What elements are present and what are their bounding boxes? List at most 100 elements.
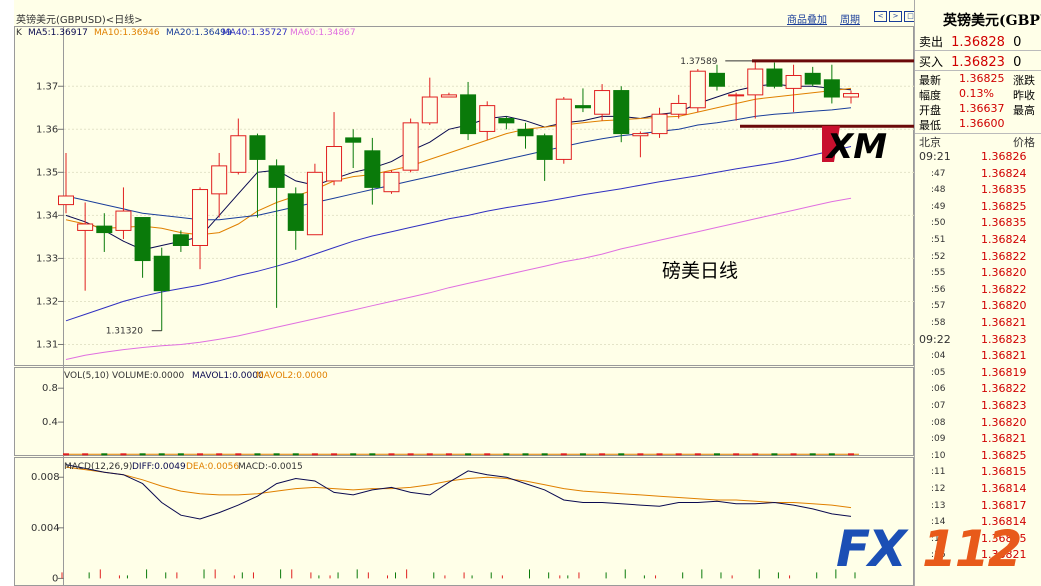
tick-row: :15 1.36815 — [915, 532, 1041, 549]
candle-body — [172, 234, 189, 246]
volume-label: MAVOL1:0.0000 — [192, 371, 264, 381]
candle-body — [689, 70, 706, 109]
stat-value: 1.36600 — [959, 117, 1005, 130]
volume-bar — [120, 453, 127, 456]
tick-price: 1.36814 — [981, 482, 1027, 495]
tick-price: 1.36820 — [981, 415, 1027, 429]
next-icon[interactable]: > — [889, 11, 902, 22]
volume-bar — [254, 453, 261, 456]
candle-body — [594, 90, 611, 115]
stat-label: 最低 — [919, 119, 941, 132]
macd-label: MACD:-0.0015 — [238, 462, 303, 472]
ma-label: MA5:1.36917 — [28, 28, 88, 38]
candle-body — [517, 128, 534, 137]
tick-price: 1.36821 — [981, 432, 1027, 446]
tick-price: 1.36820 — [981, 299, 1027, 313]
sell-price: 1.36828 — [951, 35, 1005, 50]
chart-caption: 磅美日线 — [662, 260, 738, 282]
prev-icon[interactable]: < — [874, 11, 887, 22]
volume-bar — [656, 453, 663, 456]
tick-row: :13 1.36817 — [915, 499, 1041, 516]
tick-row: :51 1.36824 — [915, 233, 1041, 250]
xm-logo-text: XM — [825, 127, 887, 167]
vol-tick-label: 0.4 — [42, 417, 58, 428]
volume-bar — [713, 453, 720, 456]
macd-label: DEA:0.0056 — [186, 462, 239, 472]
tick-row: :12 1.36814 — [915, 482, 1041, 499]
candle-body — [747, 68, 764, 96]
tick-time: :09 — [931, 434, 946, 445]
tick-row: 09:21 1.36826 — [915, 150, 1041, 167]
tick-row: :47 1.36824 — [915, 167, 1041, 184]
y-tick-label: 1.34 — [36, 210, 58, 221]
buy-row[interactable]: 买入 1.36823 0 — [919, 53, 1021, 70]
xm-logo: XM — [822, 126, 887, 167]
period-button[interactable]: 周期 — [840, 15, 860, 26]
tick-time: :07 — [931, 401, 946, 411]
stat-label: 开盘 — [919, 104, 941, 117]
tick-row: :06 1.36822 — [915, 382, 1041, 399]
stat-label-secondary: 最高 — [1013, 104, 1035, 117]
chart-canvas[interactable]: 1.31 1.32 1.33 1.34 1.35 1.36 1.37 1.37589 1.31… — [14, 0, 914, 586]
volume-bar — [158, 453, 165, 456]
fx112-logo: FX 112 — [836, 520, 1041, 586]
sell-size: 0 — [1013, 35, 1022, 50]
candle-body — [115, 210, 132, 231]
stat-label-secondary: 涨跌 — [1013, 74, 1035, 87]
volume-bar — [503, 453, 510, 456]
candle-body — [192, 189, 209, 246]
volume-bar — [369, 453, 376, 456]
volume-bar — [101, 453, 108, 456]
volume-bar — [637, 453, 644, 456]
candle-body — [58, 195, 74, 206]
tick-row: :49 1.36825 — [915, 200, 1041, 217]
candle-body — [670, 102, 687, 115]
tick-row: :55 1.36820 — [915, 266, 1041, 283]
ma-line-ma5 — [65, 83, 852, 251]
candle-body — [843, 93, 859, 98]
tick-row: :11 1.36815 — [915, 465, 1041, 482]
tick-price: 1.36824 — [981, 233, 1027, 246]
tick-time: :14 — [931, 517, 946, 528]
candle-body — [230, 135, 247, 173]
candle-body — [823, 79, 840, 98]
sell-row[interactable]: 卖出 1.36828 0 — [919, 33, 1021, 50]
volume-bar — [216, 453, 223, 456]
candle-body — [708, 72, 725, 87]
candle-body — [728, 94, 745, 97]
tick-row: :05 1.36819 — [915, 366, 1041, 383]
tick-row: 09:22 1.36823 — [915, 333, 1041, 350]
volume-bar — [828, 453, 835, 456]
tick-price: 1.36822 — [981, 249, 1027, 263]
y-tick-label: 1.31 — [36, 339, 58, 350]
tick-row: :52 1.36822 — [915, 250, 1041, 267]
tick-price: 1.36815 — [981, 531, 1027, 545]
tick-row: :58 1.36821 — [915, 316, 1041, 333]
ma-line-ma10 — [65, 87, 852, 236]
tick-price: 1.36826 — [981, 150, 1027, 163]
volume-bar — [484, 453, 491, 456]
volume-bar — [848, 453, 854, 456]
volume-bar — [426, 453, 433, 456]
volume-bar — [541, 453, 548, 456]
y-tick-label: 1.33 — [36, 253, 58, 264]
fx112-number: 112 — [922, 520, 1022, 578]
tick-time: :06 — [931, 384, 946, 395]
tick-time: 09:22 — [919, 332, 951, 346]
candle-body — [536, 135, 553, 160]
ma-line-ma40 — [65, 146, 852, 322]
volume-bar — [560, 453, 567, 456]
y-tick-label: 1.36 — [36, 124, 58, 135]
tick-time: :58 — [931, 318, 946, 328]
tick-price: 1.36823 — [981, 332, 1027, 346]
tick-price: 1.36823 — [981, 399, 1027, 412]
window-controls: < > □ — [874, 11, 917, 22]
high-label: 1.37589 — [680, 57, 717, 67]
volume-bar — [599, 453, 606, 456]
tick-time: :12 — [931, 484, 946, 494]
overlay-button[interactable]: 商品叠加 — [787, 15, 827, 26]
y-tick-label: 1.35 — [36, 167, 58, 178]
macd-label: DIFF:0.0049 — [132, 462, 186, 472]
tick-time: :56 — [931, 284, 946, 295]
tick-time: 09:21 — [919, 150, 951, 163]
